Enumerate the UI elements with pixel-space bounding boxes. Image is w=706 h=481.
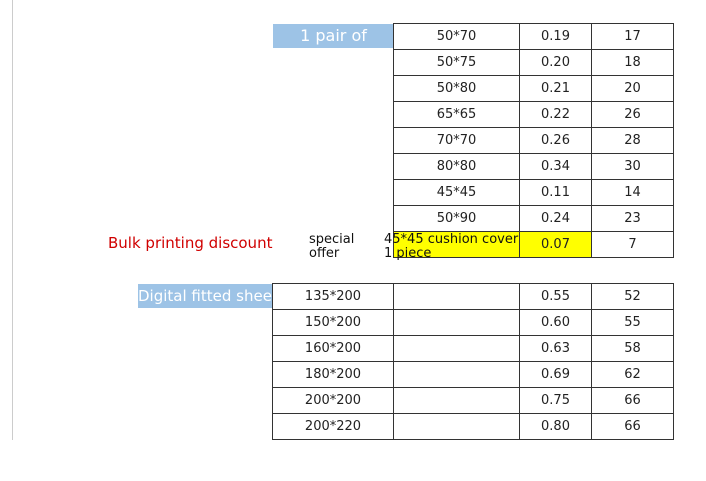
special-label: special offer	[309, 232, 355, 261]
table-cell: 0.75	[519, 387, 592, 414]
fitted-label: Digital fitted sheet	[138, 284, 273, 308]
table-cell: 26	[591, 101, 674, 128]
table-cell: 150*200	[272, 309, 394, 336]
table-cell: 0.20	[519, 49, 592, 76]
table-cell: 0.21	[519, 75, 592, 102]
table-cell: 0.63	[519, 335, 592, 362]
table-cell: 200*200	[272, 387, 394, 414]
table-cell: 0.80	[519, 413, 592, 440]
table-cell: 23	[591, 205, 674, 232]
table-cell: 0.19	[519, 23, 592, 50]
table-cell: 7	[591, 231, 674, 258]
table-cell: 0.26	[519, 127, 592, 154]
pair-label: 1 pair of	[273, 24, 394, 48]
table-cell: 80*80	[393, 153, 520, 180]
table-cell	[393, 335, 520, 362]
table-cell	[393, 283, 520, 310]
table-cell: 160*200	[272, 335, 394, 362]
table-cell	[393, 413, 520, 440]
table-cell: 50*90	[393, 205, 520, 232]
table-cell: 0.69	[519, 361, 592, 388]
table-cell: 45*45	[393, 179, 520, 206]
table-cell: 55	[591, 309, 674, 336]
table-cell: 0.34	[519, 153, 592, 180]
table-cell: 20	[591, 75, 674, 102]
table-cell: 66	[591, 413, 674, 440]
table-cell: 18	[591, 49, 674, 76]
table-cell	[393, 361, 520, 388]
table-cell: 0.11	[519, 179, 592, 206]
table-cell: 135*200	[272, 283, 394, 310]
table-cell: 50*70	[393, 23, 520, 50]
table-cell	[393, 387, 520, 414]
table-cell: 0.55	[519, 283, 592, 310]
table-cell: 66	[591, 387, 674, 414]
table-cell: 70*70	[393, 127, 520, 154]
table-cell: 200*220	[272, 413, 394, 440]
table-cell: 28	[591, 127, 674, 154]
table-cell	[393, 309, 520, 336]
table-cell: 14	[591, 179, 674, 206]
table-cell: 52	[591, 283, 674, 310]
table-cell: 0.24	[519, 205, 592, 232]
table-cell: 62	[591, 361, 674, 388]
table-cell: 0.22	[519, 101, 592, 128]
table-cell: 50*80	[393, 75, 520, 102]
table-cell: 180*200	[272, 361, 394, 388]
table-cell: 30	[591, 153, 674, 180]
left-border	[12, 0, 13, 440]
bulk-label: Bulk printing discount	[108, 234, 273, 252]
table-cell: 0.07	[519, 231, 592, 258]
table-cell: 58	[591, 335, 674, 362]
table-cell: 65*65	[393, 101, 520, 128]
special-item: 45*45 cushion cover 1 piece	[384, 232, 519, 261]
table-cell: 17	[591, 23, 674, 50]
table-cell: 0.60	[519, 309, 592, 336]
table-cell	[393, 231, 520, 258]
table-cell: 50*75	[393, 49, 520, 76]
